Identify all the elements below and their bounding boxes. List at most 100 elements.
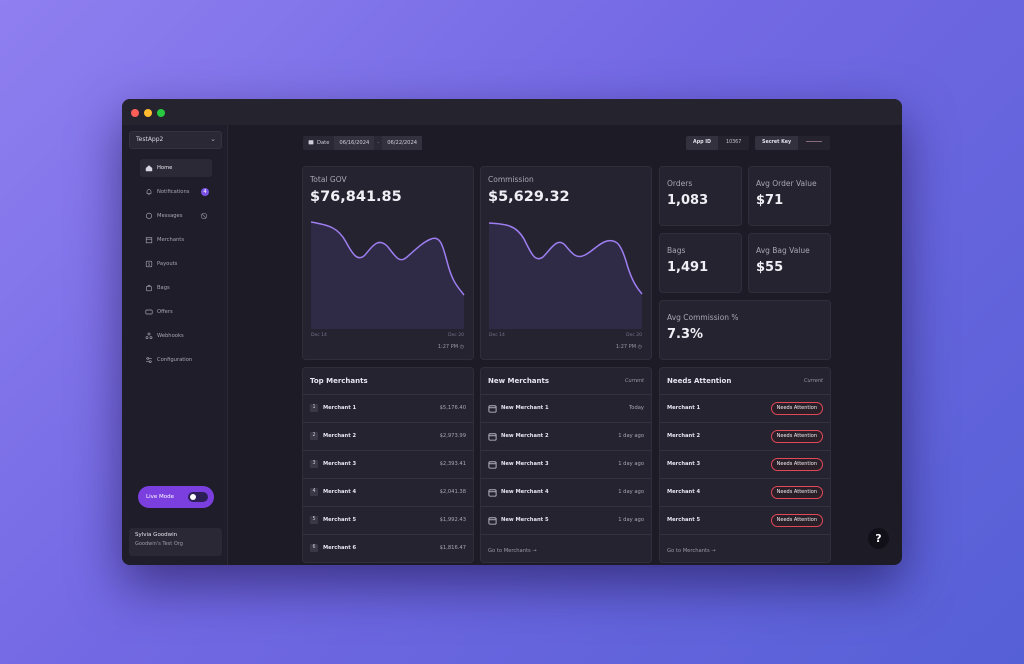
go-to-merchants-link[interactable]: Go to Merchants → xyxy=(488,548,537,554)
avg-commission-card: Avg Commission % 7.3% xyxy=(659,300,831,360)
live-mode-toggle[interactable]: Live Mode xyxy=(138,486,214,508)
table-row[interactable]: 1 Merchant 1 $5,176.40 xyxy=(303,395,473,423)
date-to-field[interactable]: 06/22/2024 xyxy=(382,136,423,150)
sidebar-item-messages[interactable]: Messages xyxy=(140,207,212,225)
merchant-amount: $2,973.99 xyxy=(439,433,466,439)
table-row[interactable]: 6 Merchant 6 $1,816.47 xyxy=(303,535,473,563)
store-icon xyxy=(488,433,497,441)
card-title: Commission xyxy=(488,175,534,184)
rank-badge: 3 xyxy=(310,460,318,468)
table-row[interactable]: 3 Merchant 3 $2,393.41 xyxy=(303,451,473,479)
joined-when: 1 day ago xyxy=(618,517,644,523)
sidebar: TestApp2 ⌄ Home Notifications 4 Messages… xyxy=(122,125,228,565)
needs-attention-badge[interactable]: Needs Attention xyxy=(770,486,823,499)
joined-when: Today xyxy=(628,405,644,411)
sidebar-item-configuration[interactable]: Configuration xyxy=(140,351,212,369)
rank-badge: 5 xyxy=(310,516,318,524)
user-account-menu[interactable]: Sylvia Goodwin Goodwin's Test Org xyxy=(129,528,222,556)
joined-when: 1 day ago xyxy=(618,489,644,495)
sidebar-item-label: Bags xyxy=(157,285,170,291)
list-item[interactable]: Merchant 5 Needs Attention xyxy=(660,507,830,535)
sidebar-item-label: Merchants xyxy=(157,237,185,243)
avg-order-value-card: Avg Order Value $71 xyxy=(748,166,831,226)
merchant-name: Merchant 6 xyxy=(323,545,357,551)
sidebar-item-home[interactable]: Home xyxy=(140,159,212,177)
sidebar-nav: Home Notifications 4 Messages Merchants … xyxy=(140,159,212,375)
calendar-icon xyxy=(308,140,314,145)
merchant-amount: $1,816.47 xyxy=(439,545,466,551)
table-row[interactable]: 5 Merchant 5 $1,992.43 xyxy=(303,507,473,535)
go-to-merchants-link[interactable]: Go to Merchants → xyxy=(667,548,716,554)
live-mode-label: Live Mode xyxy=(146,494,174,500)
sidebar-item-label: Payouts xyxy=(157,261,178,267)
needs-attention-card: Needs Attention Current Merchant 1 Needs… xyxy=(659,367,831,563)
new-merchants-card: New Merchants Current New Merchant 1 Tod… xyxy=(480,367,652,563)
store-icon xyxy=(488,489,497,497)
toggle-switch[interactable] xyxy=(188,492,208,502)
secret-key-masked xyxy=(798,136,831,150)
list-item[interactable]: New Merchant 1 Today xyxy=(481,395,651,423)
maximize-window-button[interactable] xyxy=(157,109,165,117)
list-item[interactable]: New Merchant 3 1 day ago xyxy=(481,451,651,479)
merchant-amount: $5,176.40 xyxy=(439,405,466,411)
x-axis-start: Dec 14 xyxy=(489,333,505,338)
card-title: Avg Order Value xyxy=(756,179,817,188)
merchant-name: New Merchant 3 xyxy=(501,461,549,467)
sidebar-item-label: Notifications xyxy=(157,189,190,195)
payout-icon: $ xyxy=(145,260,153,268)
card-header: Needs Attention Current xyxy=(660,368,830,395)
rank-badge: 4 xyxy=(310,488,318,496)
title-bar xyxy=(122,99,902,125)
list-item[interactable]: Merchant 3 Needs Attention xyxy=(660,451,830,479)
list-item[interactable]: Merchant 2 Needs Attention xyxy=(660,423,830,451)
date-from-field[interactable]: 06/16/2024 xyxy=(334,136,375,150)
date-range-filter[interactable]: Date 06/16/2024 - 06/22/2024 xyxy=(303,136,423,150)
minimize-window-button[interactable] xyxy=(144,109,152,117)
sidebar-item-payouts[interactable]: $ Payouts xyxy=(140,255,212,273)
date-filter-label: Date xyxy=(303,136,334,150)
list-item[interactable]: Merchant 1 Needs Attention xyxy=(660,395,830,423)
merchant-name: Merchant 5 xyxy=(323,517,357,523)
merchant-name: Merchant 3 xyxy=(323,461,357,467)
sidebar-item-notifications[interactable]: Notifications 4 xyxy=(140,183,212,201)
table-row[interactable]: 2 Merchant 2 $2,973.99 xyxy=(303,423,473,451)
close-window-button[interactable] xyxy=(131,109,139,117)
secret-key-box[interactable]: Secret Key xyxy=(755,136,831,150)
sidebar-item-label: Offers xyxy=(157,309,173,315)
store-icon xyxy=(488,517,497,525)
card-value: $55 xyxy=(756,260,784,275)
needs-attention-badge[interactable]: Needs Attention xyxy=(770,402,823,415)
joined-when: 1 day ago xyxy=(618,461,644,467)
merchant-amount: $2,393.41 xyxy=(439,461,466,467)
app-selector[interactable]: TestApp2 ⌄ xyxy=(129,131,222,149)
help-button[interactable]: ? xyxy=(868,528,889,549)
rank-badge: 2 xyxy=(310,432,318,440)
needs-attention-badge[interactable]: Needs Attention xyxy=(770,430,823,443)
x-axis-end: Dec 20 xyxy=(626,333,642,338)
date-label-text: Date xyxy=(317,140,330,146)
x-axis-start: Dec 14 xyxy=(311,333,327,338)
list-item[interactable]: Merchant 4 Needs Attention xyxy=(660,479,830,507)
sidebar-item-offers[interactable]: Offers xyxy=(140,303,212,321)
card-value: $5,629.32 xyxy=(488,189,570,205)
merchant-name: New Merchant 4 xyxy=(501,489,549,495)
list-item[interactable]: New Merchant 4 1 day ago xyxy=(481,479,651,507)
card-title: Orders xyxy=(667,179,693,188)
merchant-name: Merchant 3 xyxy=(667,461,701,467)
card-value: $71 xyxy=(756,193,784,208)
app-window: TestApp2 ⌄ Home Notifications 4 Messages… xyxy=(122,99,902,565)
merchant-name: Merchant 4 xyxy=(323,489,357,495)
merchant-name: Merchant 2 xyxy=(323,433,357,439)
table-row[interactable]: 4 Merchant 4 $2,041.38 xyxy=(303,479,473,507)
list-item[interactable]: New Merchant 2 1 day ago xyxy=(481,423,651,451)
sidebar-item-webhooks[interactable]: Webhooks xyxy=(140,327,212,345)
card-value: 7.3% xyxy=(667,327,704,342)
needs-attention-badge[interactable]: Needs Attention xyxy=(770,458,823,471)
store-icon xyxy=(145,236,153,244)
app-id-box[interactable]: App ID 10367 xyxy=(686,136,750,150)
list-item[interactable]: New Merchant 5 1 day ago xyxy=(481,507,651,535)
needs-attention-badge[interactable]: Needs Attention xyxy=(770,514,823,527)
sidebar-item-bags[interactable]: Bags xyxy=(140,279,212,297)
sidebar-item-merchants[interactable]: Merchants xyxy=(140,231,212,249)
app-id-value: 10367 xyxy=(718,136,750,150)
